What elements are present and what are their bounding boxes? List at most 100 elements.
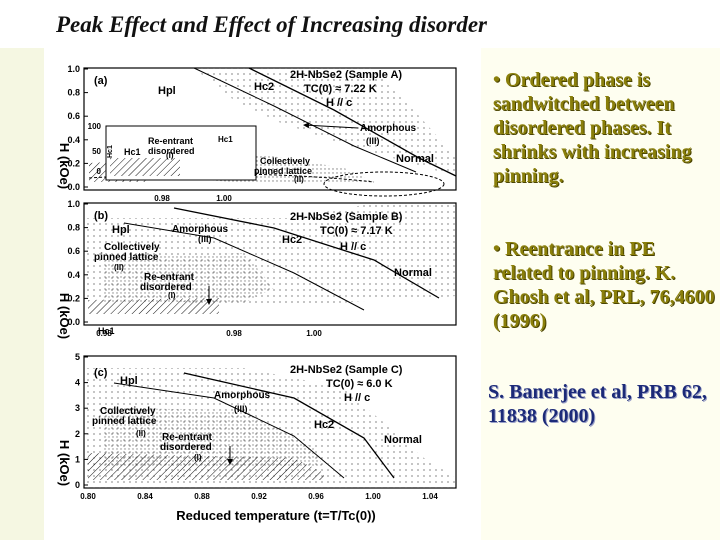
phase-diagram-figure: H (kOe) H (kOe) H (kOe) 100 50 0 Hc1 (a)…: [44, 48, 481, 540]
panel-c-amorphous-num: (III): [234, 404, 248, 414]
pinned-region-c: [104, 408, 324, 468]
inset-tick-50: 50: [92, 147, 101, 156]
reentrant-region-c: [88, 453, 324, 480]
y-axis-label-a: H (kOe): [57, 143, 72, 189]
ytick-label: 0.8: [67, 223, 80, 233]
panel-c-reentrant-num: (I): [194, 453, 202, 462]
xtick-label: 0.84: [137, 492, 153, 501]
panel-a-hc1b: Hc1: [218, 135, 233, 144]
xtick-label: 0.98: [96, 329, 112, 338]
inset-tick-0: 0: [97, 167, 102, 176]
xtick-label: 1.00: [306, 329, 322, 338]
hc1-curve-a: [88, 173, 375, 183]
ytick-label: 0.2: [67, 158, 80, 168]
ytick-label: 2: [75, 429, 80, 439]
panel-c-hc2: Hc2: [314, 419, 334, 431]
panel-a-sample: 2H-NbSe2 (Sample A): [290, 69, 402, 81]
ytick-label: 1.0: [67, 64, 80, 74]
panel-a-reentrant-line: Re-entrant: [148, 136, 193, 146]
panel-b-reentrant: Re-entrant disordered: [140, 272, 195, 293]
left-margin-band: [0, 48, 44, 540]
hc2-curve-c: [183, 372, 395, 479]
ytick-label: 0.4: [67, 135, 80, 145]
panel-c-pinned-num: (II): [136, 429, 146, 438]
ytick-label: 3: [75, 403, 80, 413]
ytick-label: 1: [75, 454, 80, 464]
ytick-label: 1.0: [67, 199, 80, 209]
inset-tick-100: 100: [88, 122, 102, 131]
panel-b-normal: Normal: [394, 267, 432, 279]
axis-ticks: 1.0 0.8 0.6 0.4 0.2 0.0 0.98 1.00 1.0 0.8 0.6 0.4 0.…: [67, 64, 438, 501]
panel-b: (b) 2H-NbSe2 (Sample B) TC(0) ≈ 7.17 K H…: [83, 202, 457, 336]
panel-a: 100 50 0 Hc1 (a) 2H-NbSe2 (Sample A) TC(…: [83, 67, 457, 197]
reentrant-region-b: [88, 298, 219, 314]
panel-a-pinned: Collectively pinned lattice: [254, 156, 312, 176]
panel-b-tc: TC(0) ≈ 7.17 K: [320, 225, 393, 237]
hc2-curve-a: [248, 67, 457, 177]
panel-c-field: H // c: [344, 392, 370, 404]
panel-b-sample: 2H-NbSe2 (Sample B): [290, 211, 403, 223]
text-panel: [481, 48, 720, 540]
hc2-curve-b: [173, 207, 440, 299]
panel-c-tc: TC(0) ≈ 6.0 K: [326, 378, 393, 390]
pinned-region-b: [104, 253, 274, 303]
inset-hc1-ylabel: Hc1: [107, 145, 114, 158]
panel-a-tc: TC(0) ≈ 7.22 K: [304, 83, 377, 95]
panel-c-reentrant: Re-entrant disordered: [160, 432, 213, 453]
xtick-label: 1.04: [422, 492, 438, 501]
xtick-label: 1.00: [216, 194, 232, 203]
panel-c-amorphous: Amorphous: [214, 390, 271, 401]
bullet-ordered-phase: • Ordered phase is sandwitched between d…: [493, 69, 692, 187]
xtick-label: 0.98: [226, 329, 242, 338]
panel-a-reentrant: Re-entrant disordered: [148, 136, 195, 156]
panel-a-pinned-num: (II): [294, 175, 304, 184]
panel-a-hc2: Hc2: [254, 81, 274, 93]
panel-b-tag: (b): [94, 210, 108, 222]
ytick-label: 0.6: [67, 111, 80, 121]
panel-c-tag: (c): [94, 367, 108, 379]
panel-c-hpl: Hpl: [120, 375, 138, 387]
panel-b-hpl: Hpl: [112, 224, 130, 236]
amorphous-pointer-a: [303, 122, 359, 129]
ytick-label: 0.2: [67, 293, 80, 303]
xtick-label: 1.00: [365, 492, 381, 501]
panel-c-normal: Normal: [384, 434, 422, 446]
xtick-label: 0.98: [154, 194, 170, 203]
panel-b-hc2: Hc2: [282, 234, 302, 246]
panel-a-normal: Normal: [396, 153, 434, 165]
ytick-label: 5: [75, 352, 80, 362]
panel-a-reentrant-num: (I): [166, 151, 174, 160]
ytick-label: 0: [75, 480, 80, 490]
ytick-label: 0.4: [67, 270, 80, 280]
y-axis-label-c: H (kOe): [57, 440, 72, 486]
ytick-label: 4: [75, 378, 80, 388]
panel-b-hc1: Hc1: [98, 326, 115, 336]
bullet-reentrance: • Reentrance in PE related to pinning. K…: [493, 238, 715, 332]
y-axis-label-b: H (kOe): [57, 293, 72, 339]
xtick-label: 0.92: [251, 492, 267, 501]
hpl-curve-c: [113, 382, 345, 479]
panel-c: (c) 2H-NbSe2 (Sample C) TC(0) ≈ 6.0 K H …: [83, 355, 457, 489]
panel-b-amorphous: Amorphous: [172, 224, 229, 235]
amorphous-region-a: [194, 68, 456, 176]
hpl-curve-b: [123, 222, 365, 311]
panel-a-hpl: Hpl: [158, 85, 176, 97]
panel-b-pinned-num: (II): [114, 263, 124, 272]
panel-a-amorphous-num: (III): [366, 136, 380, 146]
panel-b-reentrant-num: (I): [168, 291, 176, 300]
ytick-label: 0.8: [67, 88, 80, 98]
x-axis-label: Reduced temperature (t=T/Tc(0)): [176, 508, 376, 523]
panel-b-amorphous-num: (III): [198, 234, 212, 244]
xtick-label: 0.96: [308, 492, 324, 501]
ytick-label: 0.0: [67, 182, 80, 192]
panel-b-pinned: Collectively pinned lattice: [94, 242, 160, 263]
panel-c-sample: 2H-NbSe2 (Sample C): [290, 364, 403, 376]
y-axis-labels: H (kOe) H (kOe) H (kOe): [57, 143, 72, 486]
panel-a-hc1: Hc1: [124, 147, 141, 157]
inset-a: 100 50 0 Hc1: [88, 122, 257, 181]
panel-a-tag: (a): [94, 75, 108, 87]
ytick-label: 0.6: [67, 246, 80, 256]
xtick-label: 0.80: [80, 492, 96, 501]
panel-c-pinned: Collectively pinned lattice: [92, 406, 157, 427]
panel-a-field: H // c: [326, 97, 352, 109]
